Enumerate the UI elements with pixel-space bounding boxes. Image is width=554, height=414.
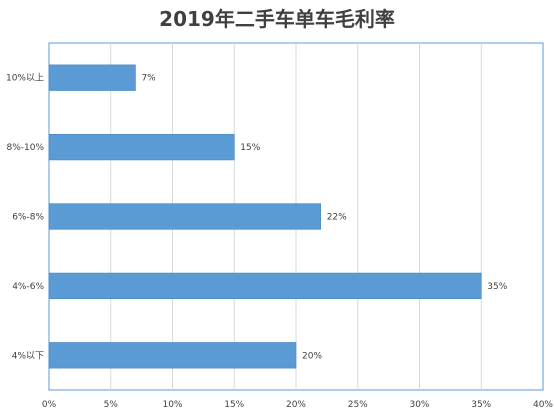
gridlines [110,43,482,390]
x-tick-label: 25% [348,400,368,410]
bar [48,272,482,300]
data-labels: 7% 15% 22% 35% 20% [141,74,507,362]
y-tick-label: 8%-10% [6,143,44,153]
x-tick-label: 15% [224,400,244,410]
y-axis-labels: 10%以上 8%-10% 6%-8% 4%-6% 4%以下 [6,73,44,362]
x-tick-label: 10% [162,400,182,410]
data-label: 20% [302,351,322,361]
data-label: 22% [327,213,347,223]
x-tick-label: 35% [471,400,491,410]
x-tick-label: 40% [533,400,553,410]
data-label: 15% [240,143,260,153]
data-label: 7% [141,74,156,84]
bar [48,133,235,161]
x-tick-label: 30% [409,400,429,410]
y-tick-label: 6%-8% [12,213,44,223]
x-tick-label: 5% [104,400,119,410]
x-axis-labels: 0% 5% 10% 15% 20% 25% 30% 35% 40% [42,400,554,410]
bars [48,64,482,369]
x-tick-label: 0% [42,400,57,410]
bar [48,203,322,230]
y-tick-label: 4%以下 [12,351,44,361]
chart-title: 2019年二手车单车毛利率 [159,7,395,31]
data-label: 35% [487,282,507,292]
y-tick-label: 4%-6% [12,282,44,292]
x-tick-label: 20% [286,400,306,410]
bar [48,64,136,91]
bar [48,342,297,369]
y-tick-label: 10%以上 [6,73,44,84]
